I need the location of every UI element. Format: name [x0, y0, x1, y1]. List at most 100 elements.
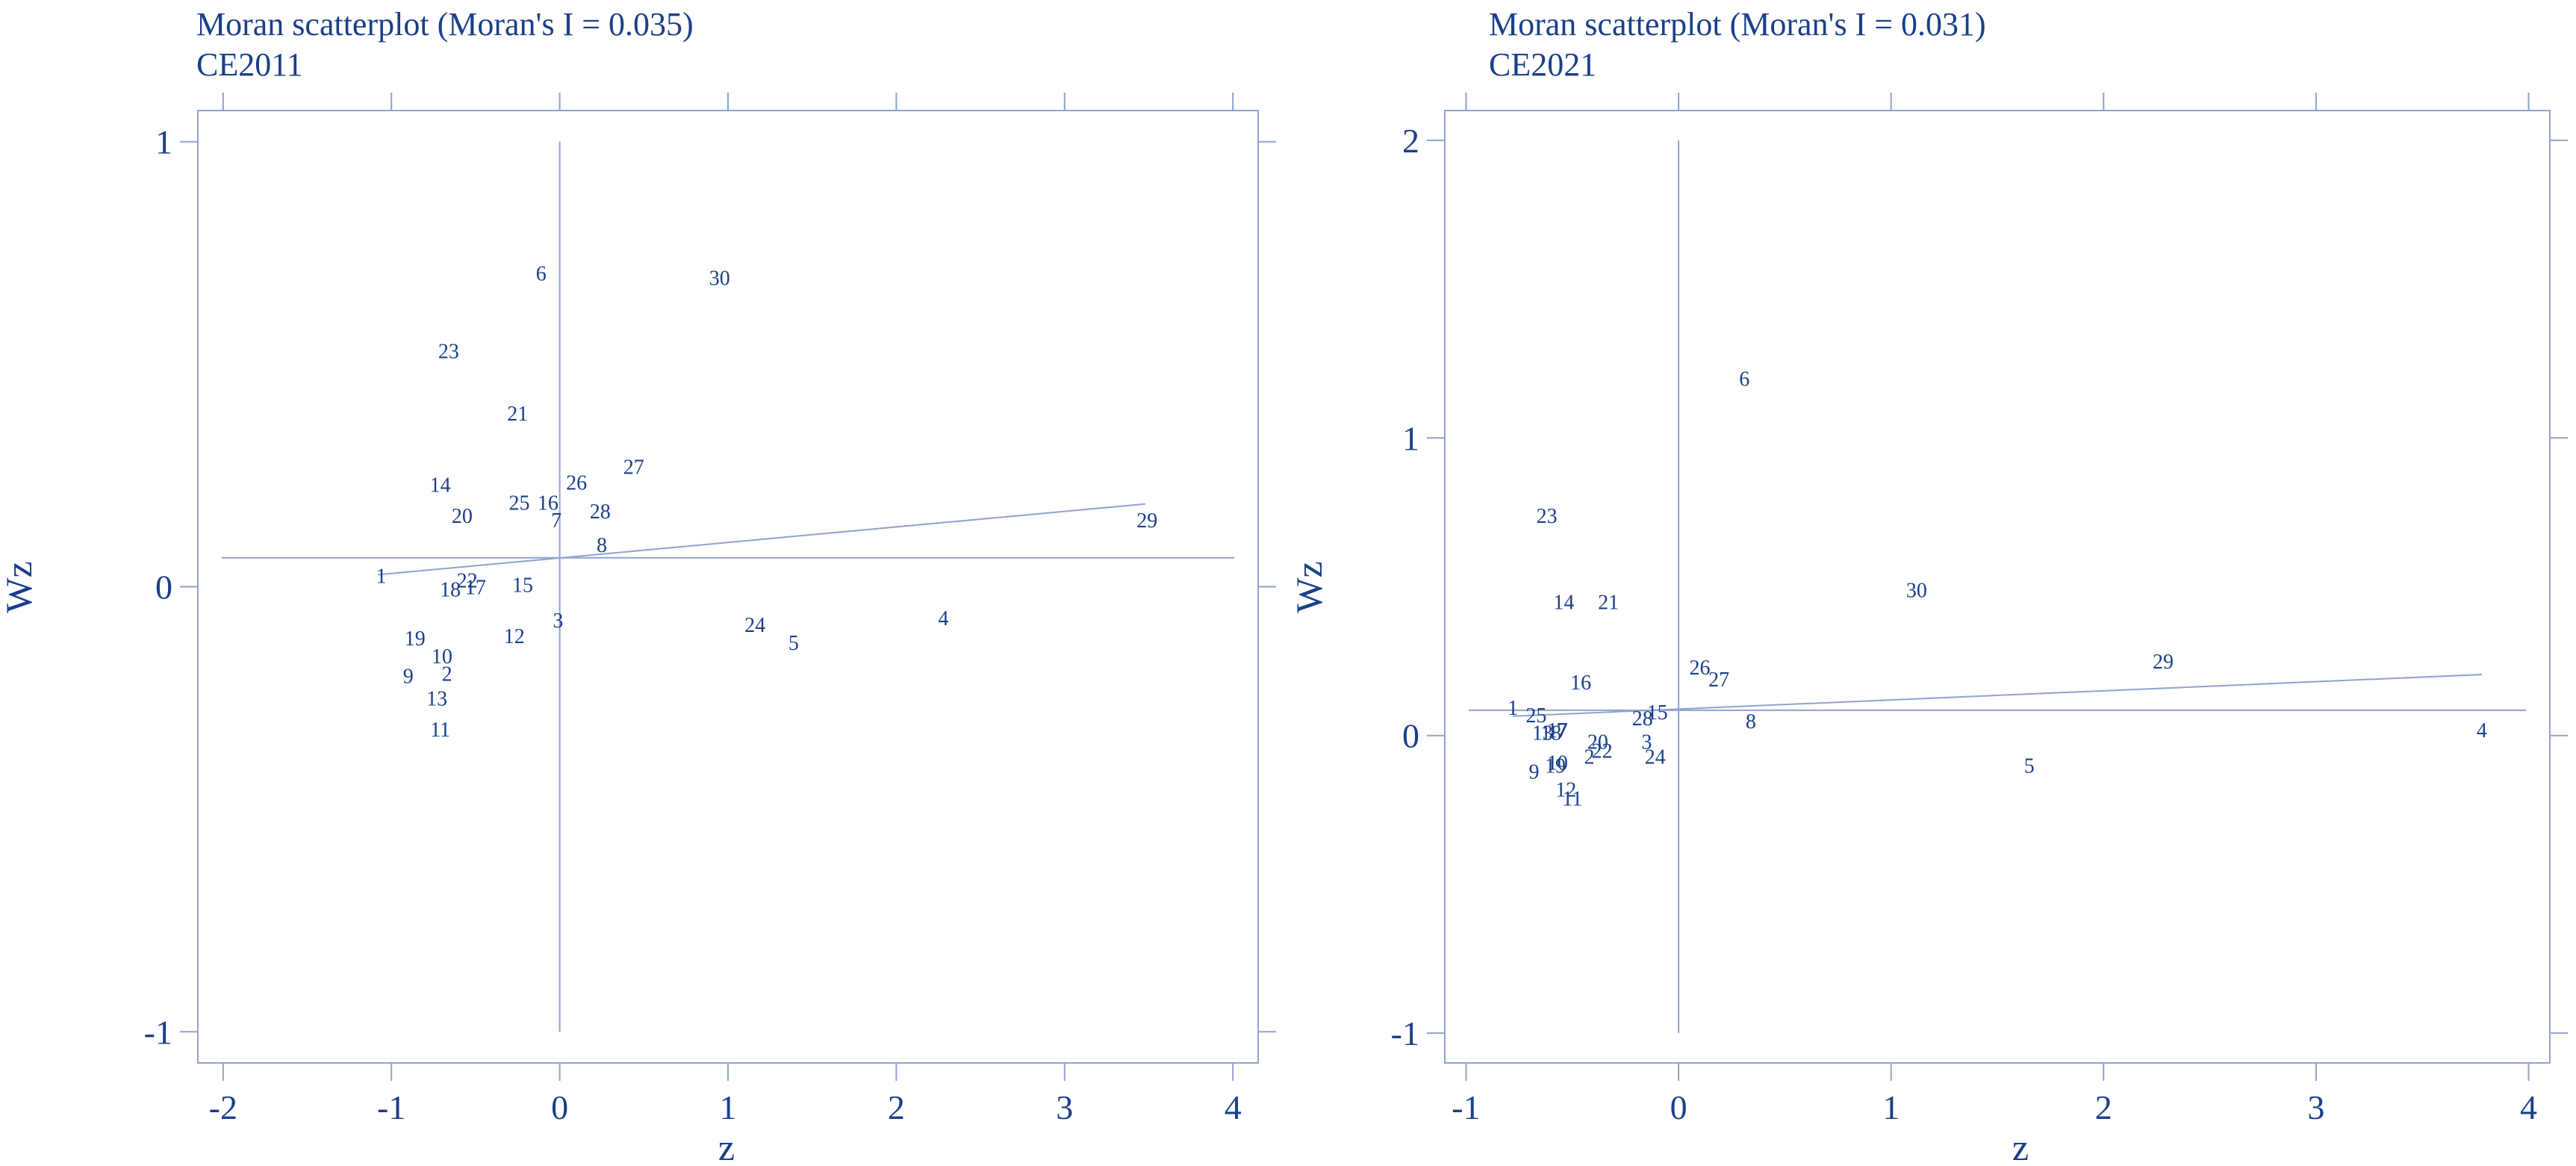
point-label: 19 [405, 627, 426, 651]
point-label: 13 [1532, 722, 1553, 745]
x-tick-label: -1 [1452, 1088, 1480, 1126]
point-label: 8 [1746, 710, 1756, 734]
point-label: 12 [1555, 778, 1576, 801]
point-label: 20 [452, 505, 473, 528]
point-label: 2 [442, 663, 452, 686]
point-label: 7 [1557, 719, 1567, 742]
x-tick-label: 1 [1882, 1088, 1900, 1126]
point-label: 29 [2153, 651, 2174, 674]
point-label: 12 [504, 625, 525, 648]
y-axis-label: Wz [0, 561, 40, 613]
point-label: 5 [2024, 755, 2035, 778]
point-label: 14 [1553, 591, 1574, 614]
point-label: 26 [566, 471, 587, 494]
panel-ce2021: Moran scatterplot (Moran's I = 0.031) CE… [1288, 6, 2568, 1166]
chart-subtitle: CE2021 [1489, 46, 1596, 83]
chart-subtitle: CE2011 [196, 46, 303, 83]
y-tick-label: 0 [155, 568, 172, 607]
point-label: 3 [553, 610, 563, 633]
panel-ce2011: Moran scatterplot (Moran's I = 0.035) CE… [0, 6, 1276, 1166]
point-label: 21 [507, 403, 528, 426]
point-label: 25 [1525, 704, 1546, 728]
chart-title: Moran scatterplot (Moran's I = 0.031) [1489, 6, 1986, 43]
point-label: 5 [788, 632, 799, 655]
point-label: 6 [1739, 368, 1749, 391]
chart-title: Moran scatterplot (Moran's I = 0.035) [196, 6, 694, 43]
x-tick-label: 4 [2520, 1088, 2537, 1126]
x-tick-label: 0 [551, 1088, 568, 1126]
point-label: 23 [1537, 505, 1558, 528]
point-label: 10 [1547, 752, 1568, 775]
point-label: 24 [1645, 746, 1666, 769]
point-label: 1 [1508, 697, 1518, 720]
point-label: 21 [1598, 591, 1619, 614]
point-label: 15 [512, 574, 533, 598]
point-label: 25 [509, 491, 530, 515]
point-label: 19 [1545, 755, 1566, 778]
point-label: 17 [1547, 719, 1568, 742]
point-label: 1 [376, 565, 387, 589]
x-tick-label: 0 [1670, 1088, 1687, 1126]
point-label: 16 [1570, 672, 1591, 695]
x-tick-label: 4 [1225, 1088, 1242, 1126]
point-label: 6 [536, 262, 547, 285]
plot-frame [1444, 110, 2551, 1064]
point-label: 16 [538, 491, 559, 515]
reference-lines-layer [222, 141, 1234, 1032]
y-tick-label: 1 [1402, 419, 1419, 457]
point-label: 17 [465, 577, 486, 600]
y-tick-label: -1 [144, 1013, 172, 1051]
point-label: 28 [590, 500, 611, 524]
point-label: 8 [597, 534, 607, 557]
point-label: 4 [939, 607, 949, 630]
point-label: 3 [1641, 731, 1652, 754]
point-label: 24 [744, 614, 765, 637]
point-label: 18 [1540, 722, 1561, 745]
point-label: 10 [432, 645, 452, 669]
ticks-layer: -2 -1 0 1 2 3 4-101 [144, 93, 1276, 1126]
x-axis-label: z [2012, 1126, 2029, 1166]
point-label: 11 [430, 719, 450, 742]
point-label: 20 [1587, 731, 1608, 754]
fit-line [378, 503, 1146, 576]
y-axis-label: Wz [1288, 561, 1330, 613]
point-label: 2 [1584, 746, 1595, 769]
x-axis-label: z [718, 1126, 735, 1166]
point-label: 27 [623, 456, 644, 480]
x-tick-label: -1 [377, 1088, 405, 1126]
point-label: 29 [1136, 509, 1157, 533]
point-label: 11 [1562, 787, 1582, 810]
y-tick-label: 1 [155, 123, 172, 161]
point-label: 22 [457, 570, 478, 593]
point-label: 15 [1647, 701, 1668, 725]
x-tick-label: 3 [2307, 1088, 2324, 1126]
y-tick-label: 2 [1402, 122, 1419, 160]
fit-line [1513, 674, 2482, 717]
point-label: 26 [1690, 657, 1711, 680]
x-tick-label: 2 [2095, 1088, 2112, 1126]
x-tick-label: -2 [209, 1088, 237, 1126]
point-label: 23 [438, 341, 459, 364]
point-label: 9 [1529, 761, 1540, 784]
point-label: 9 [403, 666, 414, 689]
point-label: 7 [551, 509, 561, 533]
plot-frame [197, 110, 1259, 1064]
x-tick-label: 2 [888, 1088, 905, 1126]
point-label: 14 [430, 474, 451, 497]
point-label: 28 [1632, 707, 1653, 731]
point-label: 30 [709, 267, 730, 290]
point-label: 13 [426, 687, 447, 710]
point-label: 30 [1906, 579, 1927, 602]
point-label: 27 [1708, 669, 1729, 692]
point-label: 4 [2477, 719, 2487, 742]
x-tick-label: 3 [1056, 1088, 1073, 1126]
point-label: 18 [440, 578, 461, 601]
x-tick-label: 1 [720, 1088, 737, 1126]
y-tick-label: -1 [1391, 1014, 1419, 1052]
point-label: 22 [1592, 740, 1613, 763]
y-tick-label: 0 [1402, 717, 1419, 755]
